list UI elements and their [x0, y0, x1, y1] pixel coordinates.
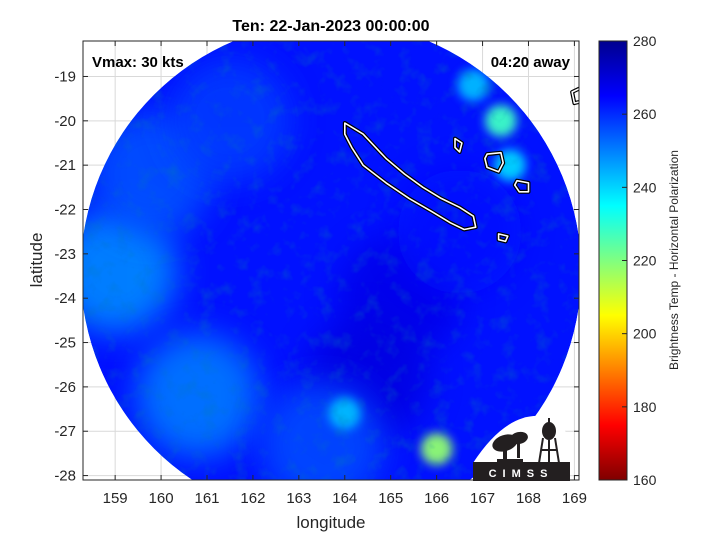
cimss-logo: CIMSS	[473, 415, 570, 481]
colorbar-tick-label: 200	[633, 326, 657, 342]
vmax-annotation: Vmax: 30 kts	[92, 54, 184, 71]
y-axis-label: latitude	[27, 233, 46, 288]
y-tick-label: -20	[54, 113, 76, 130]
swath-texture	[83, 41, 579, 480]
cimss-logo-text: CIMSS	[489, 468, 554, 480]
colorbar: 160 180 200 220 240 260 280 Brightness Temp - …	[598, 33, 681, 488]
coastlines	[342, 86, 579, 244]
colorbar-tick-label: 280	[633, 33, 657, 49]
colorbar-tick-label: 260	[633, 106, 657, 122]
x-tick-label: 162	[240, 490, 265, 507]
coastline	[497, 233, 509, 243]
water-tower-icon	[538, 418, 560, 464]
x-tick-label: 164	[332, 490, 357, 507]
x-tick-label: 161	[194, 490, 219, 507]
colorbar-ticks: 160 180 200 220 240 260 280	[622, 33, 657, 488]
x-tick-label: 163	[286, 490, 311, 507]
colorbar-tick-label: 220	[633, 253, 657, 269]
coastline	[344, 122, 477, 231]
y-tick-label: -27	[54, 423, 76, 440]
coastline	[484, 151, 504, 173]
y-tick-label: -24	[54, 290, 76, 307]
axes-frame	[82, 40, 580, 481]
y-tick-label: -22	[54, 202, 76, 219]
x-tick-label: 168	[516, 490, 541, 507]
chart-title: Ten: 22-Jan-2023 00:00:00	[232, 18, 429, 35]
plot-area	[83, 41, 579, 480]
x-tick-label: 166	[424, 490, 449, 507]
y-tick-label: -23	[54, 246, 76, 263]
x-tick-label: 159	[103, 490, 128, 507]
y-tick-label: -21	[54, 157, 76, 174]
y-tick-label: -19	[54, 68, 76, 85]
colorbar-label: Brightness Temp - Horizontal Polarizatio…	[667, 150, 681, 370]
time-away-annotation: 04:20 away	[491, 54, 571, 71]
coastline	[513, 179, 530, 193]
satellite-dish-icon	[492, 431, 528, 464]
coastline	[571, 87, 579, 104]
y-ticks: -19 -20 -21 -22 -23 -24 -25 -26 -27 -28	[54, 68, 579, 485]
x-ticks: 159 160 161 162 163 164 165 166 167 168 169	[103, 41, 587, 507]
colorbar-tick-label: 160	[633, 472, 657, 488]
colorbar-tick-label: 240	[633, 179, 657, 195]
x-tick-label: 165	[378, 490, 403, 507]
y-tick-label: -26	[54, 379, 76, 396]
coastline	[454, 137, 463, 153]
colorbar-tick-label: 180	[633, 399, 657, 415]
y-tick-label: -25	[54, 335, 76, 352]
x-tick-label: 167	[470, 490, 495, 507]
x-axis-label: longitude	[296, 513, 365, 532]
x-tick-label: 169	[562, 490, 587, 507]
x-tick-label: 160	[149, 490, 174, 507]
y-tick-label: -28	[54, 468, 76, 485]
